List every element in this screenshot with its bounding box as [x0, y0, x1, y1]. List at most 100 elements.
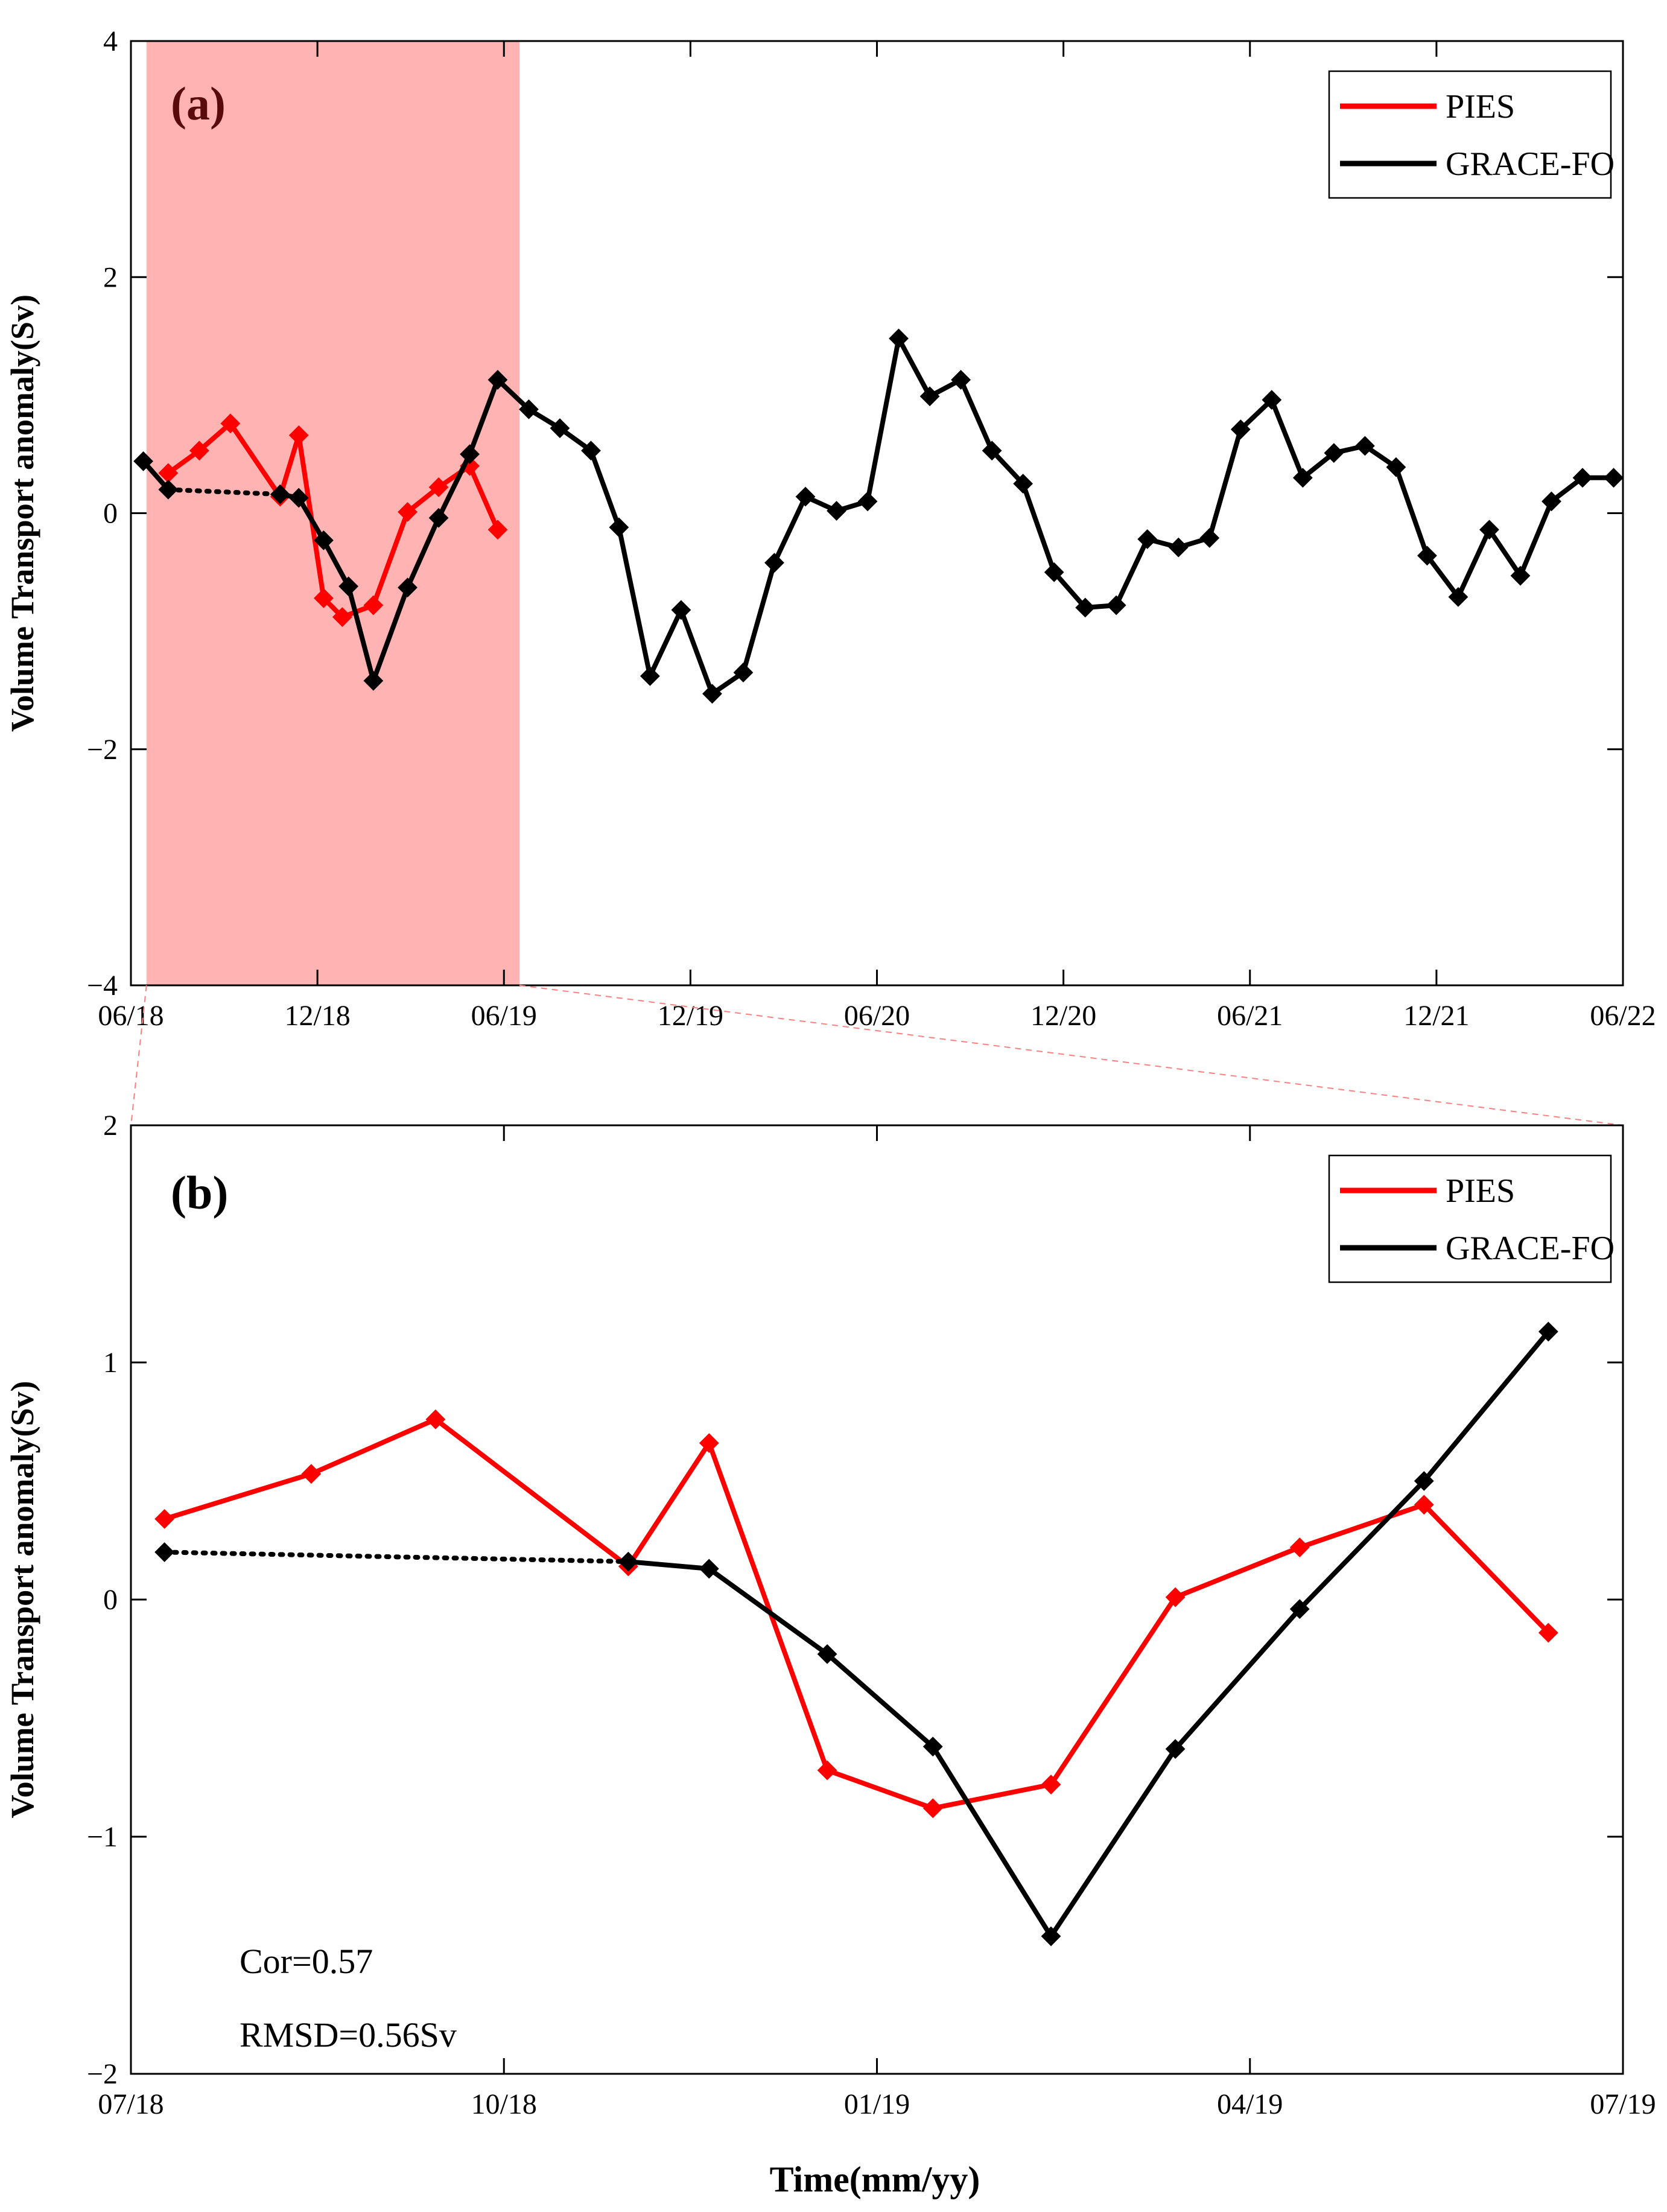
- data-point-grace-fo: [1013, 474, 1034, 494]
- data-point-grace-fo: [857, 491, 878, 512]
- shaded-region: [146, 41, 520, 985]
- legend-box: [1328, 1154, 1612, 1283]
- data-point-grace-fo: [733, 663, 754, 683]
- data-point-pies: [699, 1433, 719, 1454]
- y-tick-label: 0: [103, 498, 118, 530]
- x-tick-label: 06/19: [471, 1000, 537, 1032]
- data-point-grace-fo: [702, 684, 722, 704]
- rmsd-annotation: RMSD=0.56Sv: [240, 2015, 457, 2055]
- panel-label: (b): [171, 1166, 228, 1219]
- legend-label-pies: PIES: [1446, 88, 1515, 126]
- data-point-pies: [1538, 1622, 1558, 1643]
- x-axis-label: Time(mm/yy): [770, 2160, 980, 2199]
- data-point-pies: [154, 1508, 175, 1529]
- data-point-grace-fo: [1604, 468, 1624, 488]
- data-point-grace-fo: [764, 553, 784, 573]
- data-point-grace-fo: [1199, 528, 1220, 548]
- x-tick-label: 06/21: [1217, 1000, 1283, 1032]
- data-point-grace-fo: [1417, 545, 1437, 566]
- y-tick-label: 0: [103, 1584, 118, 1616]
- data-point-grace-fo: [133, 451, 154, 471]
- data-point-pies: [1414, 1495, 1434, 1515]
- data-point-grace-fo: [460, 444, 480, 465]
- data-point-pies: [332, 607, 352, 628]
- data-point-grace-fo: [338, 576, 359, 597]
- panel-label: (a): [171, 77, 226, 130]
- series-layer: [133, 328, 1624, 704]
- data-point-grace-fo: [288, 488, 309, 508]
- panel-a: −4 −2 0 2 4 06/18 12/18 06/19 12/19 06/20 12/20 06/…: [4, 25, 1656, 1032]
- x-tick-label: 07/18: [98, 2088, 164, 2120]
- data-point-grace-fo: [158, 479, 179, 500]
- data-point-grace-fo: [1044, 562, 1064, 582]
- data-point-pies: [398, 502, 418, 522]
- data-point-grace-fo: [1479, 520, 1499, 540]
- x-tick-label: 12/19: [658, 1000, 723, 1032]
- data-point-pies: [1041, 1775, 1061, 1794]
- data-point-grace-fo: [1354, 436, 1375, 456]
- data-point-grace-fo: [1137, 529, 1158, 549]
- data-point-pies: [288, 425, 309, 445]
- legend-label-pies: PIES: [1446, 1172, 1515, 1210]
- data-point-grace-fo: [1289, 1599, 1310, 1619]
- x-tick-label: 07/19: [1590, 2088, 1656, 2120]
- legend: PIES GRACE-FO: [1328, 1154, 1615, 1283]
- data-point-grace-fo: [1292, 468, 1313, 488]
- data-point-grace-fo: [1414, 1471, 1434, 1491]
- x-tick-label: 10/18: [471, 2088, 537, 2120]
- data-point-grace-fo: [618, 1551, 638, 1572]
- data-point-grace-fo: [919, 386, 940, 407]
- x-tick-label: 12/18: [284, 1000, 350, 1032]
- data-point-grace-fo: [699, 1559, 719, 1579]
- data-point-grace-fo: [398, 577, 418, 598]
- data-point-pies: [425, 1409, 446, 1429]
- data-point-grace-fo: [795, 486, 816, 507]
- zoom-connector-right: [519, 985, 1624, 1126]
- axes-frame: [130, 40, 1624, 987]
- data-point-pies: [1165, 1587, 1186, 1607]
- data-point-grace-fo: [1041, 1926, 1061, 1947]
- legend-label-grace-fo: GRACE-FO: [1446, 145, 1615, 183]
- y-tick-label: 2: [103, 1110, 118, 1142]
- data-point-grace-fo: [951, 370, 971, 390]
- data-point-pies: [301, 1464, 322, 1484]
- data-point-grace-fo: [640, 666, 660, 686]
- data-point-grace-fo: [1324, 443, 1344, 463]
- data-point-pies: [220, 413, 241, 434]
- zoom-connector-left: [130, 985, 147, 1126]
- axis-ticks: −2 −1 0 1 2 07/18 10/18 01/19 04/19 07/19: [87, 1110, 1656, 2120]
- x-tick-label: 04/19: [1217, 2088, 1283, 2120]
- data-point-grace-fo: [609, 517, 629, 538]
- series-line-grace-fo-gap: [162, 1549, 631, 1565]
- data-point-grace-fo: [817, 1644, 837, 1664]
- x-tick-label: 12/20: [1030, 1000, 1096, 1032]
- series-line-pies: [164, 1417, 1551, 1811]
- data-point-grace-fo: [671, 600, 691, 620]
- y-tick-label: −4: [87, 970, 118, 1002]
- data-point-grace-fo: [154, 1542, 175, 1562]
- correlation-annotation: Cor=0.57: [240, 1942, 373, 1981]
- axes-frame: [130, 1124, 1624, 2075]
- data-point-pies: [363, 595, 384, 615]
- data-point-pies: [487, 520, 508, 540]
- legend-label-grace-fo: GRACE-FO: [1446, 1230, 1615, 1267]
- data-point-grace-fo: [1538, 1321, 1558, 1342]
- data-point-grace-fo: [519, 399, 539, 419]
- x-tick-label: 12/21: [1403, 1000, 1469, 1032]
- data-point-grace-fo: [922, 1737, 943, 1757]
- data-point-grace-fo: [487, 370, 508, 390]
- data-point-grace-fo: [1386, 457, 1406, 477]
- data-point-grace-fo: [1542, 491, 1561, 512]
- data-point-pies: [817, 1760, 837, 1781]
- data-point-grace-fo: [550, 418, 570, 439]
- legend-box: [1328, 70, 1612, 199]
- axis-ticks: −4 −2 0 2 4 06/18 12/18 06/19 12/19 06/20 12/20 06/…: [87, 25, 1656, 1032]
- data-point-pies: [922, 1798, 943, 1819]
- data-point-pies: [314, 588, 334, 608]
- data-point-grace-fo: [1165, 1739, 1186, 1759]
- data-point-pies: [189, 440, 209, 461]
- data-point-grace-fo: [982, 440, 1002, 461]
- data-point-grace-fo: [1262, 390, 1282, 410]
- data-point-grace-fo: [1572, 468, 1593, 488]
